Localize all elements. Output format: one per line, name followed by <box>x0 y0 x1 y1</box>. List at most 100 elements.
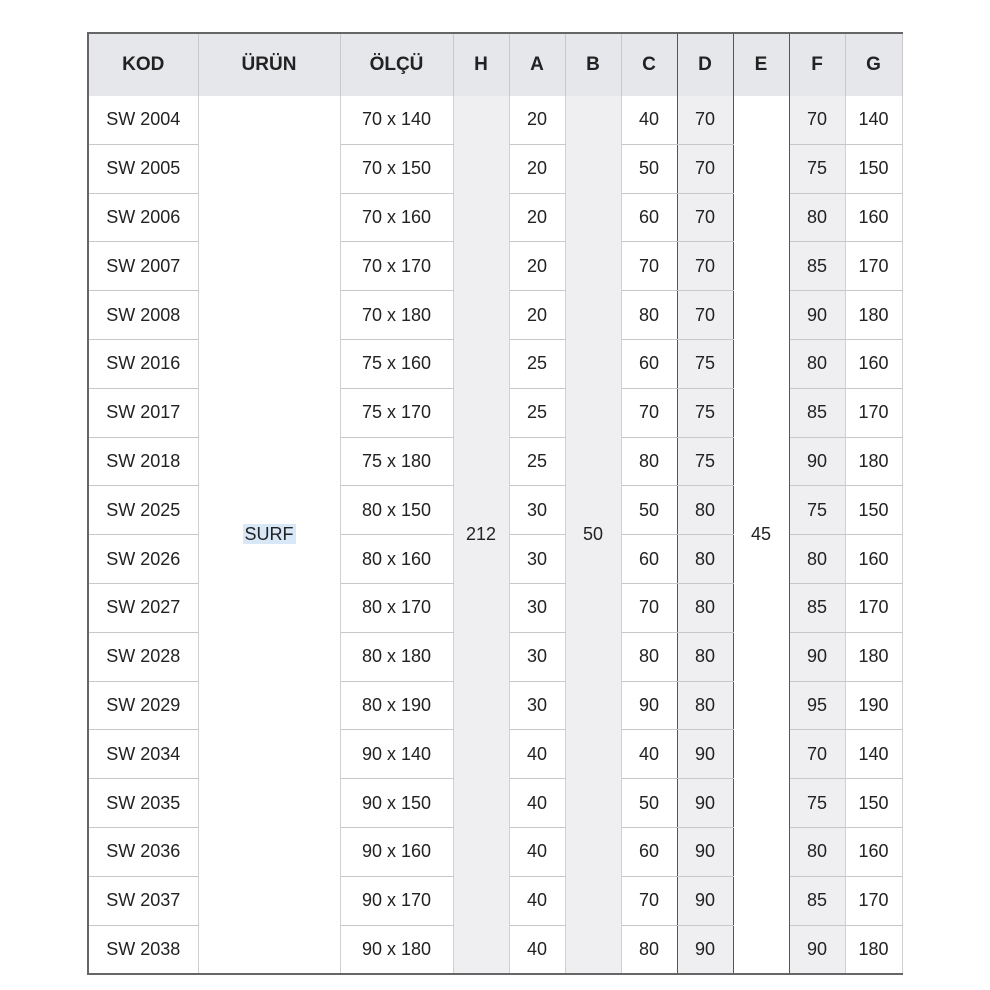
table-row: SW 2037 90 x 170 40 70 90 85 170 <box>88 876 903 926</box>
f-cell: 85 <box>789 583 846 633</box>
c-cell: 90 <box>621 681 678 731</box>
table-row: SW 2017 75 x 170 25 70 75 85 170 <box>88 388 903 438</box>
c-cell: 60 <box>621 339 678 389</box>
c-cell: 70 <box>621 876 678 926</box>
product-cell: SURF <box>198 96 341 975</box>
c-cell: 40 <box>621 729 678 780</box>
size-cell: 70 x 160 <box>340 193 454 243</box>
a-cell: 40 <box>509 876 566 926</box>
table-row: SW 2028 80 x 180 30 80 80 90 180 <box>88 632 903 682</box>
g-cell: 160 <box>845 193 903 243</box>
code-cell: SW 2027 <box>88 583 199 633</box>
c-cell: 60 <box>621 534 678 584</box>
code-cell: SW 2017 <box>88 388 199 438</box>
a-cell: 25 <box>509 437 566 487</box>
table-row: SW 2026 80 x 160 30 60 80 80 160 <box>88 534 903 584</box>
code-cell: SW 2016 <box>88 339 199 389</box>
size-cell: 70 x 150 <box>340 144 454 194</box>
code-cell: SW 2007 <box>88 241 199 292</box>
c-cell: 50 <box>621 485 678 536</box>
c-cell: 60 <box>621 827 678 877</box>
d-cell: 90 <box>677 876 734 926</box>
table-row: SW 2018 75 x 180 25 80 75 90 180 <box>88 437 903 487</box>
f-cell: 85 <box>789 241 846 292</box>
f-cell: 90 <box>789 290 846 340</box>
d-cell: 80 <box>677 681 734 731</box>
b-cell: 50 <box>565 96 622 975</box>
f-cell: 80 <box>789 339 846 389</box>
g-cell: 170 <box>845 876 903 926</box>
c-cell: 70 <box>621 241 678 292</box>
a-cell: 20 <box>509 96 566 145</box>
a-cell: 40 <box>509 827 566 877</box>
d-cell: 80 <box>677 534 734 584</box>
c-cell: 70 <box>621 583 678 633</box>
c-cell: 80 <box>621 290 678 340</box>
g-cell: 180 <box>845 925 903 975</box>
g-cell: 150 <box>845 144 903 194</box>
size-cell: 90 x 160 <box>340 827 454 877</box>
size-cell: 75 x 170 <box>340 388 454 438</box>
column-header: C <box>621 33 678 96</box>
a-cell: 20 <box>509 290 566 340</box>
g-cell: 140 <box>845 96 903 145</box>
a-cell: 30 <box>509 485 566 536</box>
d-cell: 70 <box>677 96 734 145</box>
d-cell: 80 <box>677 632 734 682</box>
a-cell: 25 <box>509 339 566 389</box>
code-cell: SW 2028 <box>88 632 199 682</box>
f-cell: 75 <box>789 485 846 536</box>
d-cell: 90 <box>677 778 734 828</box>
a-cell: 40 <box>509 778 566 828</box>
size-cell: 90 x 180 <box>340 925 454 975</box>
c-cell: 50 <box>621 778 678 828</box>
table-row: SW 2034 90 x 140 40 40 90 70 140 <box>88 729 903 780</box>
size-cell: 70 x 140 <box>340 96 454 145</box>
f-cell: 80 <box>789 827 846 877</box>
f-cell: 75 <box>789 778 846 828</box>
column-header: B <box>565 33 622 96</box>
c-cell: 80 <box>621 437 678 487</box>
a-cell: 40 <box>509 729 566 780</box>
column-header: A <box>509 33 566 96</box>
a-cell: 30 <box>509 583 566 633</box>
column-header: ÜRÜN <box>198 33 341 96</box>
column-header: H <box>453 33 510 96</box>
d-cell: 70 <box>677 193 734 243</box>
table-row: SW 2025 80 x 150 30 50 80 75 150 <box>88 485 903 536</box>
c-cell: 50 <box>621 144 678 194</box>
e-cell: 45 <box>733 96 790 975</box>
size-cell: 70 x 170 <box>340 241 454 292</box>
g-cell: 170 <box>845 241 903 292</box>
d-cell: 75 <box>677 437 734 487</box>
g-cell: 180 <box>845 290 903 340</box>
a-cell: 20 <box>509 144 566 194</box>
c-cell: 70 <box>621 388 678 438</box>
column-header: ÖLÇÜ <box>340 33 454 96</box>
g-cell: 150 <box>845 485 903 536</box>
size-cell: 80 x 180 <box>340 632 454 682</box>
table-row: SW 2029 80 x 190 30 90 80 95 190 <box>88 681 903 731</box>
d-cell: 90 <box>677 925 734 975</box>
table-row: SW 2008 70 x 180 20 80 70 90 180 <box>88 290 903 340</box>
size-cell: 80 x 170 <box>340 583 454 633</box>
code-cell: SW 2025 <box>88 485 199 536</box>
a-cell: 30 <box>509 681 566 731</box>
table-row: SW 2007 70 x 170 20 70 70 85 170 <box>88 241 903 292</box>
d-cell: 75 <box>677 339 734 389</box>
g-cell: 170 <box>845 388 903 438</box>
f-cell: 90 <box>789 925 846 975</box>
f-cell: 95 <box>789 681 846 731</box>
table-row: SW 2027 80 x 170 30 70 80 85 170 <box>88 583 903 633</box>
f-cell: 80 <box>789 534 846 584</box>
g-cell: 160 <box>845 534 903 584</box>
g-cell: 150 <box>845 778 903 828</box>
code-cell: SW 2006 <box>88 193 199 243</box>
code-cell: SW 2035 <box>88 778 199 828</box>
d-cell: 70 <box>677 144 734 194</box>
g-cell: 180 <box>845 437 903 487</box>
code-cell: SW 2037 <box>88 876 199 926</box>
g-cell: 160 <box>845 827 903 877</box>
f-cell: 75 <box>789 144 846 194</box>
column-header: G <box>845 33 903 96</box>
